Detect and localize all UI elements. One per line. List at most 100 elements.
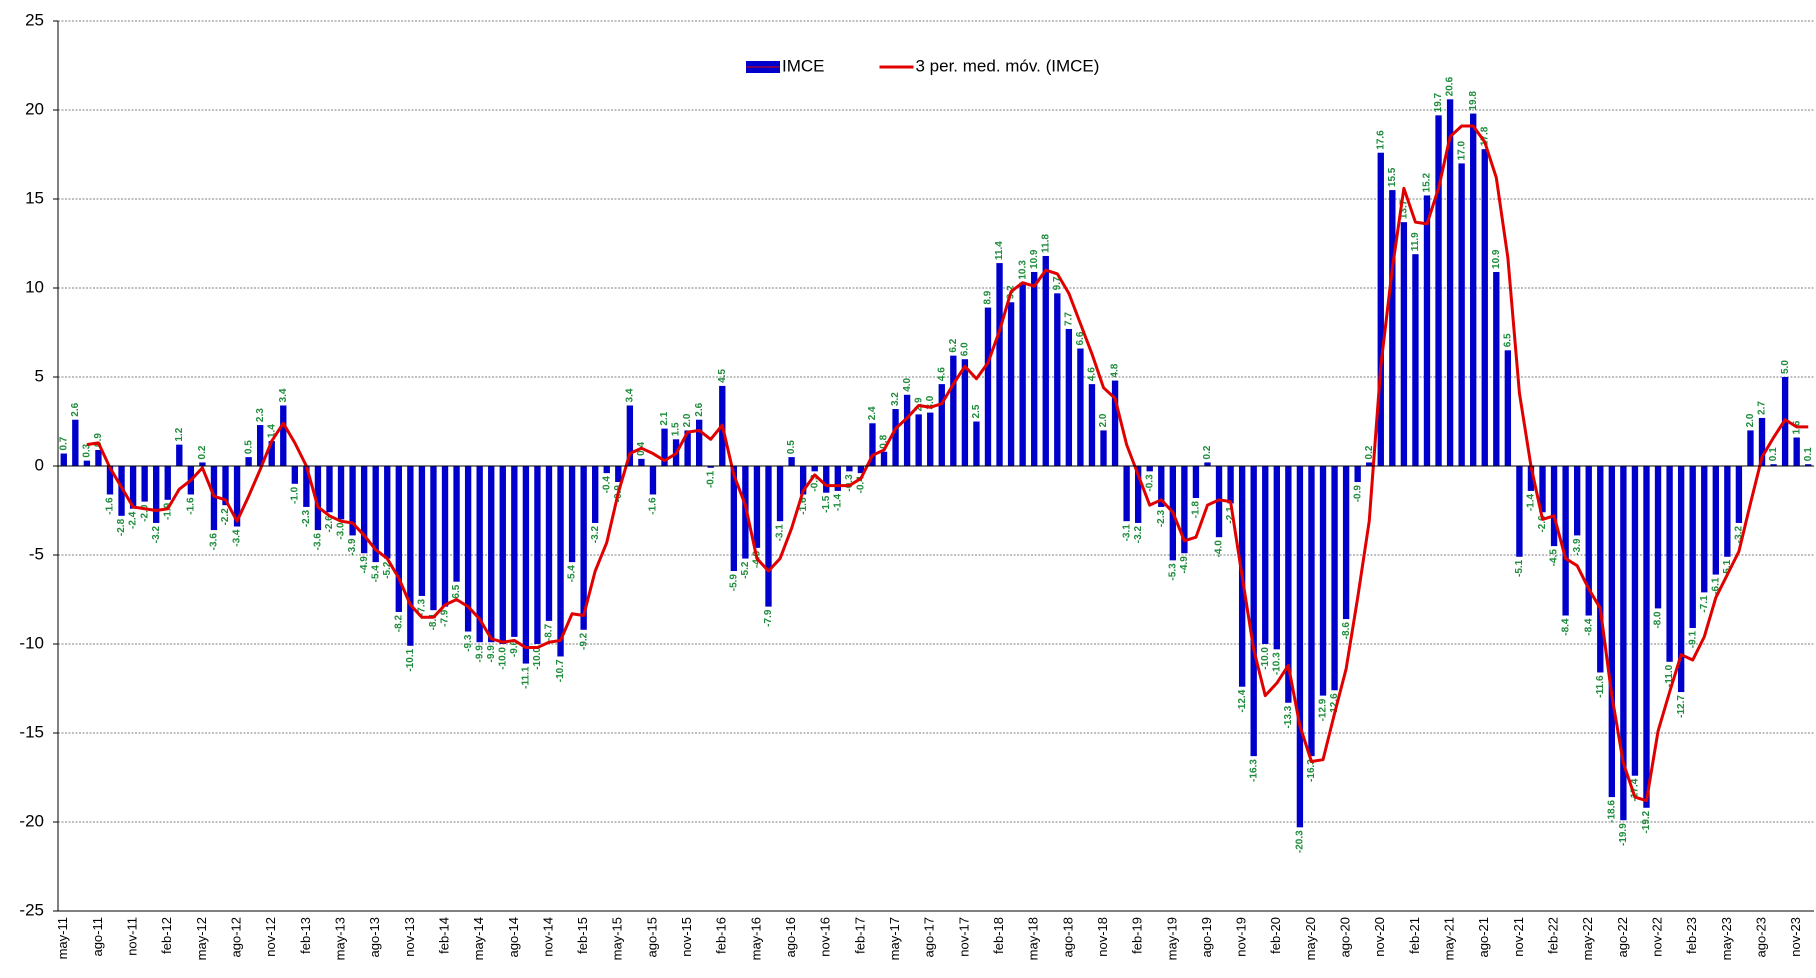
bar — [1377, 152, 1384, 466]
data-label: -12.9 — [1318, 698, 1329, 721]
data-label: 5.0 — [1780, 360, 1791, 374]
data-label: -8.2 — [393, 615, 404, 633]
data-label: -17.4 — [1630, 778, 1641, 801]
bar — [857, 466, 865, 474]
bar — [268, 441, 275, 466]
bar — [256, 425, 264, 466]
bar — [649, 466, 657, 495]
x-tick-label: ago-18 — [1060, 917, 1075, 957]
x-tick-label: ago-14 — [506, 917, 521, 957]
data-label: 0.1 — [1768, 447, 1779, 461]
bar — [1308, 466, 1315, 757]
data-label: -8.0 — [1653, 611, 1664, 629]
data-label: -5.1 — [1722, 559, 1733, 577]
bar — [1042, 255, 1049, 466]
data-label: -5.4 — [567, 565, 578, 583]
data-label: 8.9 — [983, 290, 994, 304]
bar — [1123, 466, 1130, 522]
x-tick-label: may-20 — [1303, 917, 1318, 960]
data-label: 0.2 — [1202, 445, 1213, 459]
bar — [1181, 466, 1188, 554]
bar — [83, 460, 91, 466]
x-tick-label: feb-19 — [1130, 917, 1145, 954]
data-label: -10.0 — [1260, 647, 1271, 670]
data-label: 2.5 — [971, 404, 982, 418]
y-tick-label: -20 — [19, 811, 44, 830]
data-label: -9.9 — [474, 645, 485, 663]
data-label: -3.9 — [1572, 538, 1583, 556]
bar — [384, 466, 391, 559]
data-label: -1.6 — [185, 497, 196, 515]
x-tick-label: ago-17 — [922, 917, 937, 957]
x-tick-label: nov-22 — [1649, 917, 1664, 957]
bar — [360, 466, 368, 554]
bar — [164, 466, 171, 500]
data-label: -3.2 — [590, 526, 601, 544]
bar — [1481, 149, 1488, 466]
bar — [568, 466, 576, 563]
bar — [199, 462, 206, 466]
bar — [1342, 466, 1350, 620]
data-label: -2.4 — [128, 511, 139, 529]
bar — [106, 466, 114, 495]
data-label: -13.3 — [1283, 705, 1294, 728]
data-label: -3.2 — [1133, 526, 1144, 544]
bar — [1712, 466, 1719, 575]
bar — [545, 466, 553, 621]
bar — [372, 466, 379, 563]
data-label: 6.5 — [1502, 333, 1513, 347]
bar — [141, 466, 148, 502]
y-tick-label: -25 — [19, 900, 44, 919]
bar — [1031, 271, 1038, 466]
bar — [453, 466, 460, 582]
bar — [1227, 466, 1234, 504]
data-label: 2.0 — [1098, 413, 1109, 427]
data-label: -4.9 — [359, 556, 370, 574]
x-tick-label: feb-21 — [1407, 917, 1422, 954]
bar — [1019, 282, 1026, 466]
bar — [1677, 466, 1685, 693]
bar — [1550, 466, 1558, 547]
bar — [753, 466, 761, 548]
bar — [1573, 466, 1581, 536]
bar — [1527, 466, 1535, 491]
bar — [892, 409, 899, 466]
line — [86, 124, 1809, 803]
data-label: 2.0 — [682, 413, 693, 427]
data-label: 6.6 — [1075, 331, 1086, 345]
x-tick-label: ago-21 — [1476, 917, 1491, 957]
bar — [1770, 464, 1777, 466]
bar — [1065, 328, 1073, 466]
data-label: -5.3 — [1167, 563, 1178, 581]
data-label: -2.2 — [220, 508, 231, 526]
data-label: -1.6 — [798, 497, 809, 515]
data-label: -10.3 — [1271, 652, 1282, 675]
x-tick-label: nov-15 — [679, 917, 694, 957]
bar — [1077, 348, 1084, 466]
x-tick-label: ago-22 — [1615, 917, 1630, 957]
bar — [418, 466, 426, 596]
x-tick-label: nov-20 — [1372, 917, 1387, 957]
data-label: 2.4 — [867, 406, 878, 420]
x-tick-label: may-19 — [1164, 917, 1179, 960]
data-label: 11.4 — [994, 241, 1005, 260]
data-label: -5.4 — [370, 565, 381, 583]
data-label: 4.0 — [902, 377, 913, 391]
x-tick-label: feb-16 — [714, 917, 729, 954]
bar — [314, 466, 322, 531]
y-tick-label: 15 — [25, 188, 44, 207]
x-tick-label: feb-13 — [298, 917, 313, 954]
bar — [984, 307, 992, 466]
x-tick-label: feb-17 — [852, 917, 867, 954]
bar — [1458, 163, 1465, 466]
bar — [1204, 462, 1211, 466]
y-tick-label: 5 — [35, 366, 44, 385]
bar — [1423, 195, 1431, 466]
bar — [603, 466, 610, 474]
data-label: 0.7 — [58, 436, 69, 450]
bar — [280, 405, 287, 466]
data-label: -0.3 — [1144, 474, 1155, 492]
bar — [1585, 466, 1592, 616]
bar — [233, 466, 241, 527]
